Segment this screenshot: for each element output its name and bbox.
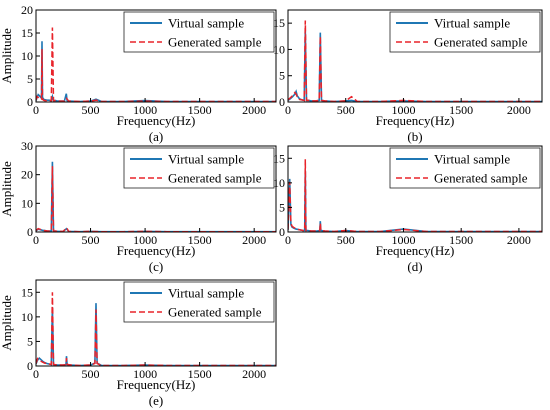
x-tick-label: 1500 — [449, 103, 473, 117]
y-tick-label: 0 — [27, 225, 33, 239]
y-tick-label: 15 — [273, 151, 285, 165]
y-tick-label: 0 — [279, 225, 285, 239]
x-tick-label: 500 — [337, 103, 355, 117]
x-tick-label: 1500 — [188, 233, 212, 247]
legend-entry-label: Generated sample — [168, 171, 262, 186]
y-tick-label: 10 — [21, 196, 33, 210]
legend-box — [123, 11, 275, 53]
axes-frame — [35, 145, 277, 233]
legend-box — [123, 147, 275, 189]
y-tick-label: 15 — [273, 16, 285, 30]
x-axis-label: Frequency(Hz) — [117, 377, 196, 392]
x-tick-label: 2000 — [242, 367, 266, 381]
x-tick-label: 1500 — [449, 233, 473, 247]
y-tick-label: 30 — [21, 139, 33, 153]
legend-entry-label: Virtual sample — [168, 286, 244, 301]
legend-entry-label: Virtual sample — [434, 152, 510, 167]
x-tick-label: 2000 — [242, 233, 266, 247]
x-tick-label: 1500 — [188, 367, 212, 381]
y-axis-label: Amplitude — [0, 28, 14, 84]
legend: Virtual sample Generated sample — [389, 147, 541, 189]
x-tick-label: 500 — [82, 103, 100, 117]
x-tick-label: 2000 — [242, 103, 266, 117]
y-tick-label: 5 — [279, 200, 285, 214]
legend-entry-label: Virtual sample — [168, 152, 244, 167]
x-tick-label: 1000 — [133, 103, 157, 117]
x-tick-label: 0 — [33, 103, 39, 117]
x-tick-label: 1000 — [391, 103, 415, 117]
legend-entry-label: Generated sample — [434, 171, 528, 186]
series-line-generated — [36, 27, 276, 102]
y-tick-label: 10 — [273, 176, 285, 190]
x-tick-label: 0 — [285, 103, 291, 117]
panel-label: (e) — [149, 393, 163, 408]
legend: Virtual sample Generated sample — [389, 11, 541, 53]
y-tick-label: 5 — [27, 72, 33, 86]
y-tick-label: 10 — [21, 310, 33, 324]
legend-box — [123, 281, 275, 323]
panel-label: (d) — [407, 259, 422, 274]
legend-entry-label: Generated sample — [168, 35, 262, 50]
x-axis-label: Frequency(Hz) — [117, 243, 196, 258]
legend-entry-label: Virtual sample — [434, 16, 510, 31]
axes-frame — [35, 279, 277, 367]
chart-panel-5: 0 500 1000 1500 2000 0 5 10 15 Frequency(Hz) Ampli… — [0, 279, 277, 408]
x-tick-label: 0 — [33, 233, 39, 247]
y-tick-label: 15 — [21, 285, 33, 299]
y-tick-label: 5 — [279, 69, 285, 83]
x-tick-label: 1000 — [133, 367, 157, 381]
x-tick-label: 2000 — [507, 233, 531, 247]
axes-frame — [287, 9, 543, 103]
x-tick-label: 500 — [82, 367, 100, 381]
legend-entry-label: Generated sample — [434, 35, 528, 50]
x-tick-label: 500 — [337, 233, 355, 247]
x-tick-label: 2000 — [507, 103, 531, 117]
panel-label: (c) — [149, 259, 163, 274]
x-axis-label: Frequency(Hz) — [117, 113, 196, 128]
chart-panel-2: 0 500 1000 1500 2000 0 5 10 15 Frequency(Hz)(b) Vi… — [273, 9, 543, 144]
panel-label: (a) — [149, 129, 163, 144]
y-tick-label: 0 — [27, 359, 33, 373]
y-tick-label: 10 — [273, 42, 285, 56]
y-axis-label: Amplitude — [0, 161, 14, 217]
legend-box — [389, 11, 541, 53]
x-tick-label: 1500 — [188, 103, 212, 117]
legend: Virtual sample Generated sample — [123, 11, 275, 53]
x-axis-label: Frequency(Hz) — [376, 113, 455, 128]
y-tick-label: 20 — [21, 168, 33, 182]
panel-label: (b) — [407, 129, 422, 144]
legend-entry-label: Generated sample — [168, 305, 262, 320]
legend: Virtual sample Generated sample — [123, 281, 275, 323]
chart-panel-3: 0 500 1000 1500 2000 0 10 20 30 Frequency(Hz) Ampl… — [0, 139, 277, 274]
y-tick-label: 10 — [21, 49, 33, 63]
legend: Virtual sample Generated sample — [123, 147, 275, 189]
y-tick-label: 20 — [21, 3, 33, 17]
chart-panel-4: 0 500 1000 1500 2000 0 5 10 15 Frequency(Hz)(d) Vi… — [273, 145, 543, 274]
y-tick-label: 0 — [27, 95, 33, 109]
y-tick-label: 0 — [279, 95, 285, 109]
x-tick-label: 1000 — [133, 233, 157, 247]
x-tick-label: 0 — [285, 233, 291, 247]
x-tick-label: 0 — [33, 367, 39, 381]
x-tick-label: 1000 — [391, 233, 415, 247]
x-tick-label: 500 — [82, 233, 100, 247]
y-tick-label: 5 — [27, 334, 33, 348]
y-tick-label: 15 — [21, 26, 33, 40]
chart-panel-1: 0 500 1000 1500 2000 0 5 10 15 20 Frequency(Hz) Amp… — [0, 3, 277, 144]
legend-entry-label: Virtual sample — [168, 16, 244, 31]
y-axis-label: Amplitude — [0, 295, 14, 351]
axes-frame — [287, 145, 543, 233]
x-axis-label: Frequency(Hz) — [376, 243, 455, 258]
legend-box — [389, 147, 541, 189]
